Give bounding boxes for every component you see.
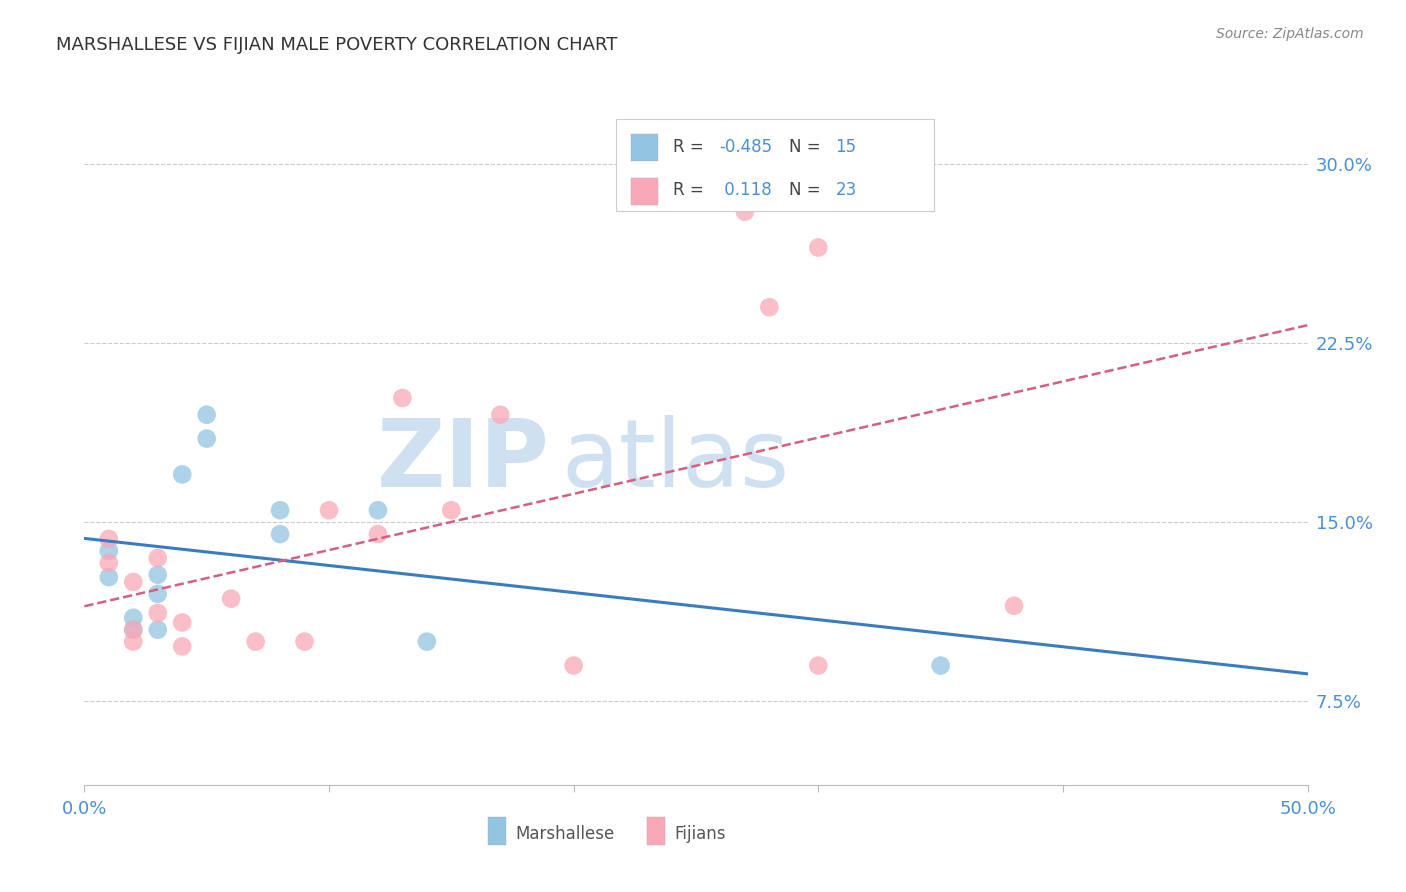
Point (146, 606, 169, 620)
Point (122, 623, 145, 637)
Point (146, 567, 169, 582)
Point (269, 503, 291, 517)
Point (97, 570, 120, 584)
Point (219, 591, 242, 606)
Point (97, 532, 120, 546)
Bar (631, 135, 658, 161)
Point (734, 204, 756, 219)
Point (929, 658, 952, 673)
Point (318, 503, 340, 517)
Point (807, 240, 830, 254)
Point (172, 615, 194, 630)
Point (97, 556, 120, 570)
Bar (647, 817, 665, 845)
Point (245, 634, 267, 648)
Text: R =: R = (672, 181, 709, 200)
FancyBboxPatch shape (616, 119, 935, 211)
Text: atlas: atlas (561, 415, 790, 507)
Point (172, 640, 194, 654)
Text: MARSHALLESE VS FIJIAN MALE POVERTY CORRELATION CHART: MARSHALLESE VS FIJIAN MALE POVERTY CORRE… (56, 36, 617, 54)
Point (758, 300, 780, 314)
Point (562, 658, 585, 673)
Bar (631, 178, 658, 205)
Point (146, 587, 169, 601)
Point (122, 634, 145, 648)
Point (122, 611, 145, 625)
Point (122, 574, 145, 589)
Text: N =: N = (789, 181, 825, 200)
Bar (488, 817, 506, 845)
Point (269, 527, 291, 541)
Point (146, 623, 169, 637)
Point (195, 408, 218, 422)
Point (391, 391, 413, 405)
Point (807, 658, 830, 673)
Text: R =: R = (672, 137, 709, 155)
Point (367, 503, 389, 517)
Text: -0.485: -0.485 (720, 137, 772, 155)
Point (489, 408, 512, 422)
Text: 23: 23 (835, 181, 856, 200)
Text: Marshallese: Marshallese (515, 825, 614, 843)
Point (294, 634, 316, 648)
Text: ZIP: ZIP (377, 415, 550, 507)
Point (97, 544, 120, 558)
Text: N =: N = (789, 137, 825, 155)
Point (416, 634, 439, 648)
Point (1002, 599, 1025, 613)
Point (440, 503, 463, 517)
Point (367, 527, 389, 541)
Text: Source: ZipAtlas.com: Source: ZipAtlas.com (1216, 27, 1364, 41)
Point (195, 432, 218, 446)
Text: 15: 15 (835, 137, 856, 155)
Point (146, 551, 169, 566)
Point (122, 623, 145, 637)
Text: Fijians: Fijians (673, 825, 725, 843)
Text: 0.118: 0.118 (720, 181, 772, 200)
Point (172, 467, 194, 482)
